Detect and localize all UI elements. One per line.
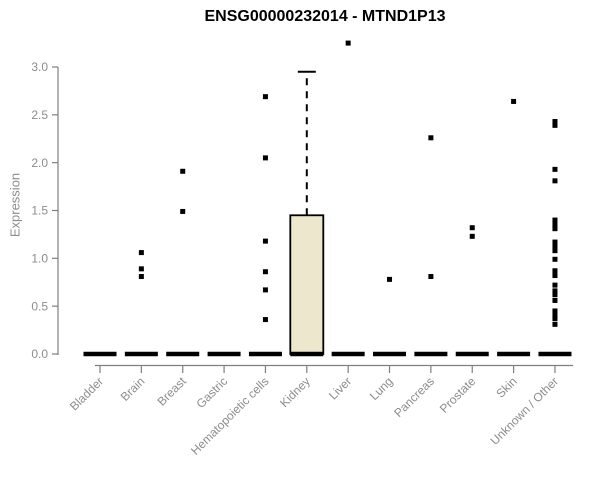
median-bar <box>290 351 324 357</box>
y-tick-label: 3.0 <box>31 60 48 74</box>
outlier-point <box>262 317 268 323</box>
x-category-label: Pancreas <box>391 374 437 420</box>
y-tick-label: 0.0 <box>31 347 48 361</box>
outlier-point <box>428 135 434 141</box>
x-category-label: Prostate <box>437 374 479 416</box>
x-category-label: Skin <box>493 374 519 400</box>
median-bar <box>538 351 572 357</box>
median-bar <box>248 351 282 357</box>
outlier-point <box>387 276 393 282</box>
outlier-point <box>469 225 475 231</box>
x-category-label: Brain <box>118 374 148 404</box>
x-category-label: Gastric <box>193 374 230 411</box>
outlier-point <box>552 297 558 303</box>
outlier-point <box>180 168 186 174</box>
outlier-point <box>552 268 558 274</box>
median-bar <box>373 351 407 357</box>
median-bar <box>124 351 158 357</box>
box-rect <box>289 214 325 355</box>
median-bar <box>207 351 241 357</box>
outlier-point <box>552 119 558 125</box>
y-tick-label: 2.0 <box>31 156 48 170</box>
outlier-point <box>552 222 558 228</box>
outlier-point <box>552 282 558 288</box>
median-bar <box>83 351 117 357</box>
outlier-point <box>262 287 268 293</box>
outlier-point <box>138 274 144 280</box>
y-tick-label: 1.5 <box>31 204 48 218</box>
outlier-point <box>552 239 558 245</box>
outlier-point <box>552 178 558 184</box>
outlier-point <box>428 274 434 280</box>
x-category-label: Breast <box>154 374 189 409</box>
outlier-point <box>262 269 268 275</box>
y-tick-label: 0.5 <box>31 299 48 313</box>
median-bar <box>166 351 200 357</box>
median-bar <box>455 351 489 357</box>
outlier-point <box>552 316 558 322</box>
outlier-point <box>552 166 558 172</box>
x-category-label: Liver <box>326 374 354 402</box>
outlier-point <box>552 308 558 314</box>
outlier-point <box>552 248 558 254</box>
outlier-point <box>262 155 268 161</box>
chart-title: ENSG00000232014 - MTND1P13 <box>204 8 446 25</box>
x-category-label: Bladder <box>67 374 106 413</box>
outlier-point <box>552 256 558 262</box>
outlier-point <box>469 233 475 239</box>
outlier-point <box>552 313 558 319</box>
outlier-point <box>262 238 268 244</box>
x-category-label: Kidney <box>277 374 313 410</box>
outlier-point <box>552 217 558 223</box>
outlier-point <box>180 208 186 214</box>
outlier-point <box>552 273 558 279</box>
outlier-point <box>552 288 558 294</box>
y-tick-label: 2.5 <box>31 108 48 122</box>
outlier-point <box>511 98 517 104</box>
y-tick-label: 1.0 <box>31 252 48 266</box>
outlier-point <box>552 244 558 250</box>
outlier-point <box>262 94 268 100</box>
outlier-point <box>552 122 558 128</box>
median-bar <box>414 351 448 357</box>
median-bar <box>331 351 365 357</box>
outlier-point <box>345 40 351 46</box>
x-category-label: Hematopoietic cells <box>188 374 271 457</box>
x-category-label: Lung <box>367 374 396 403</box>
outlier-point <box>138 266 144 272</box>
outlier-point <box>552 321 558 327</box>
outlier-point <box>552 292 558 298</box>
median-bar <box>497 351 531 357</box>
outlier-point <box>138 250 144 256</box>
outlier-point <box>552 226 558 232</box>
